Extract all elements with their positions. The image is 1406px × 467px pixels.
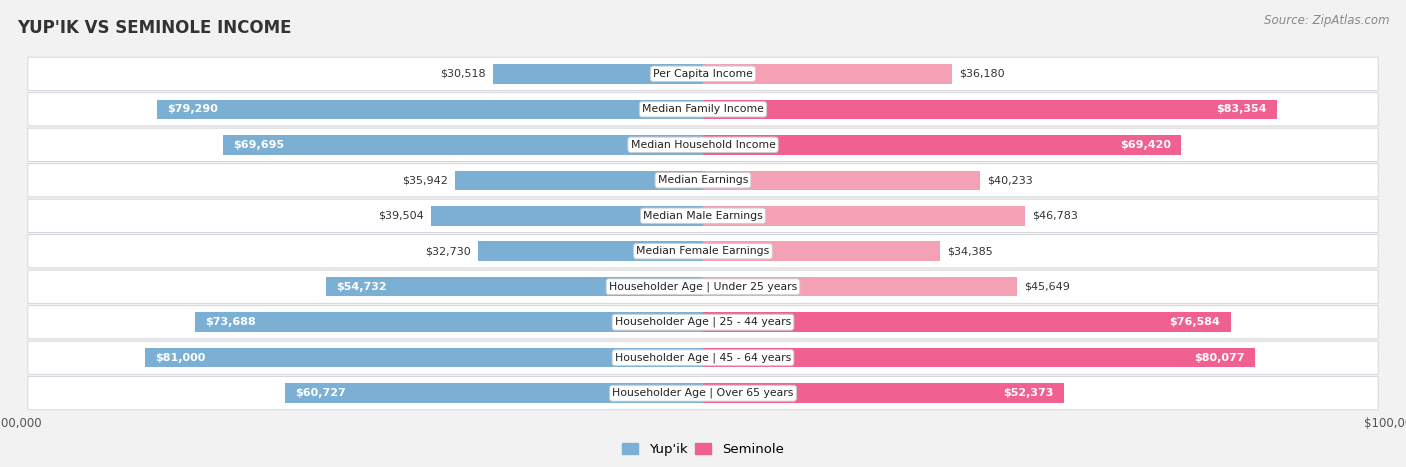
Text: $54,732: $54,732 bbox=[336, 282, 387, 292]
Text: $83,354: $83,354 bbox=[1216, 104, 1267, 114]
Text: $32,730: $32,730 bbox=[425, 246, 471, 256]
Bar bbox=[703, 135, 1181, 155]
FancyBboxPatch shape bbox=[28, 57, 1378, 91]
Text: Householder Age | 25 - 44 years: Householder Age | 25 - 44 years bbox=[614, 317, 792, 327]
FancyBboxPatch shape bbox=[28, 234, 1378, 268]
Text: $52,373: $52,373 bbox=[1002, 388, 1053, 398]
FancyBboxPatch shape bbox=[28, 305, 1378, 339]
Text: $69,695: $69,695 bbox=[233, 140, 284, 150]
Text: $45,649: $45,649 bbox=[1025, 282, 1070, 292]
Text: Householder Age | Under 25 years: Householder Age | Under 25 years bbox=[609, 282, 797, 292]
FancyBboxPatch shape bbox=[28, 92, 1378, 126]
Bar bbox=[703, 383, 1064, 403]
Text: Median Earnings: Median Earnings bbox=[658, 175, 748, 185]
Bar bbox=[703, 99, 1277, 119]
FancyBboxPatch shape bbox=[28, 199, 1378, 233]
Text: $35,942: $35,942 bbox=[402, 175, 449, 185]
FancyBboxPatch shape bbox=[28, 163, 1378, 197]
Bar bbox=[156, 99, 703, 119]
Text: $46,783: $46,783 bbox=[1032, 211, 1078, 221]
Bar bbox=[703, 312, 1230, 332]
Bar bbox=[284, 383, 703, 403]
Text: $30,518: $30,518 bbox=[440, 69, 486, 79]
Text: $80,077: $80,077 bbox=[1194, 353, 1244, 363]
Bar bbox=[145, 348, 703, 368]
Text: Median Household Income: Median Household Income bbox=[630, 140, 776, 150]
Bar bbox=[456, 170, 703, 190]
Text: $69,420: $69,420 bbox=[1121, 140, 1171, 150]
Bar bbox=[478, 241, 703, 261]
Bar bbox=[703, 241, 939, 261]
Text: $34,385: $34,385 bbox=[946, 246, 993, 256]
Bar bbox=[222, 135, 703, 155]
FancyBboxPatch shape bbox=[28, 270, 1378, 304]
Bar bbox=[703, 206, 1025, 226]
Bar bbox=[326, 277, 703, 297]
Bar bbox=[703, 64, 952, 84]
Text: $76,584: $76,584 bbox=[1170, 317, 1220, 327]
Bar bbox=[195, 312, 703, 332]
Text: $73,688: $73,688 bbox=[205, 317, 256, 327]
Text: $39,504: $39,504 bbox=[378, 211, 425, 221]
Bar bbox=[430, 206, 703, 226]
Text: $60,727: $60,727 bbox=[295, 388, 346, 398]
Bar bbox=[703, 277, 1018, 297]
Text: YUP'IK VS SEMINOLE INCOME: YUP'IK VS SEMINOLE INCOME bbox=[17, 19, 291, 37]
Text: Source: ZipAtlas.com: Source: ZipAtlas.com bbox=[1264, 14, 1389, 27]
Text: Median Male Earnings: Median Male Earnings bbox=[643, 211, 763, 221]
Text: $79,290: $79,290 bbox=[167, 104, 218, 114]
Text: $36,180: $36,180 bbox=[959, 69, 1005, 79]
Text: Median Female Earnings: Median Female Earnings bbox=[637, 246, 769, 256]
FancyBboxPatch shape bbox=[28, 341, 1378, 375]
Legend: Yup'ik, Seminole: Yup'ik, Seminole bbox=[617, 438, 789, 461]
Text: Householder Age | Over 65 years: Householder Age | Over 65 years bbox=[612, 388, 794, 398]
Text: $81,000: $81,000 bbox=[155, 353, 205, 363]
Text: $40,233: $40,233 bbox=[987, 175, 1033, 185]
Text: Median Family Income: Median Family Income bbox=[643, 104, 763, 114]
FancyBboxPatch shape bbox=[28, 376, 1378, 410]
Bar bbox=[492, 64, 703, 84]
FancyBboxPatch shape bbox=[28, 128, 1378, 162]
Bar bbox=[703, 348, 1254, 368]
Bar bbox=[703, 170, 980, 190]
Text: Householder Age | 45 - 64 years: Householder Age | 45 - 64 years bbox=[614, 353, 792, 363]
Text: Per Capita Income: Per Capita Income bbox=[652, 69, 754, 79]
